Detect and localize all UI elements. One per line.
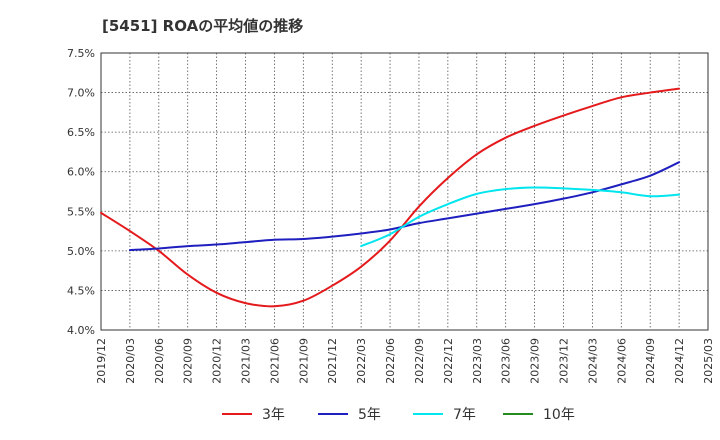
y-tick-label: 4.0% (67, 324, 95, 337)
x-tick-label: 2020/12 (211, 338, 224, 384)
y-tick-label: 4.5% (67, 284, 95, 297)
x-tick-label: 2024/12 (673, 338, 686, 384)
legend-label: 10年 (543, 407, 575, 423)
x-tick-label: 2019/12 (95, 338, 108, 384)
x-tick-label: 2021/12 (326, 338, 339, 384)
y-tick-label: 7.5% (67, 47, 95, 60)
x-tick-label: 2025/03 (702, 338, 715, 384)
y-tick-label: 5.0% (67, 245, 95, 258)
x-tick-label: 2022/12 (442, 338, 455, 384)
x-tick-label: 2022/06 (384, 338, 397, 384)
x-tick-label: 2023/09 (529, 338, 542, 384)
x-tick-label: 2024/06 (615, 338, 628, 384)
x-tick-label: 2022/03 (355, 338, 368, 384)
x-tick-label: 2021/06 (268, 338, 281, 384)
x-tick-label: 2021/09 (297, 338, 310, 384)
x-tick-label: 2020/03 (124, 338, 137, 384)
x-tick-label: 2023/06 (500, 338, 513, 384)
x-tick-label: 2024/09 (644, 338, 657, 384)
y-tick-label: 6.5% (67, 126, 95, 139)
y-tick-label: 7.0% (67, 87, 95, 100)
x-tick-label: 2023/12 (557, 338, 570, 384)
x-tick-label: 2021/03 (240, 338, 253, 384)
x-tick-label: 2020/06 (153, 338, 166, 384)
legend-label: 7年 (453, 407, 476, 423)
y-tick-label: 5.5% (67, 205, 95, 218)
legend-label: 5年 (358, 407, 381, 423)
plot-border (100, 52, 709, 331)
x-tick-label: 2020/09 (182, 338, 195, 384)
series-line (100, 87, 681, 308)
legend-label: 3年 (262, 407, 285, 423)
chart-title: [5451] ROAの平均値の推移 (102, 17, 304, 35)
x-tick-label: 2023/03 (471, 338, 484, 384)
y-tick-label: 6.0% (67, 166, 95, 179)
x-tick-label: 2022/09 (413, 338, 426, 384)
x-tick-label: 2024/03 (586, 338, 599, 384)
series-line (360, 186, 681, 248)
